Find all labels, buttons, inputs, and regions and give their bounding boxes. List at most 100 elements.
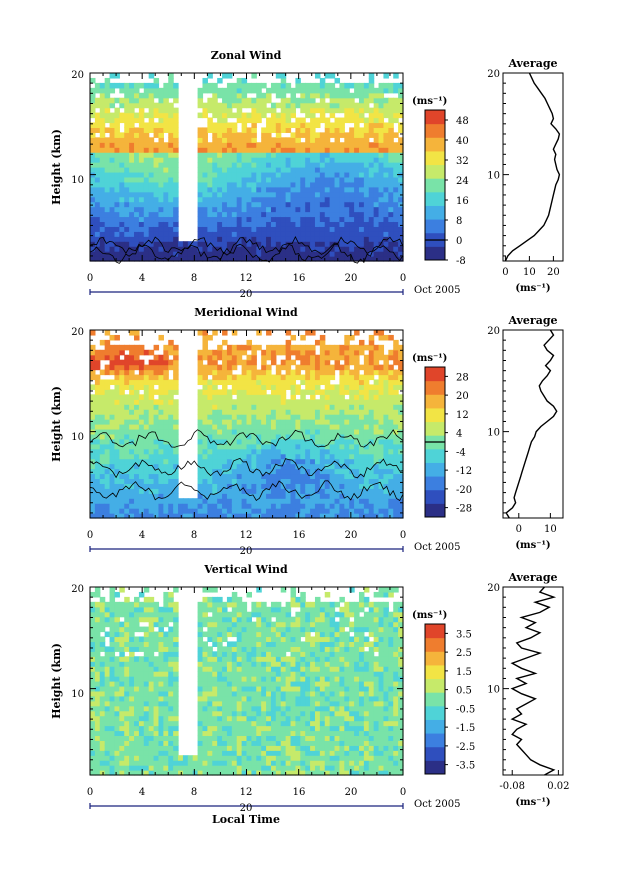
meridional-heat-cell — [99, 379, 106, 386]
zonal-heat-cell — [329, 97, 336, 104]
zonal-heat-cell — [173, 201, 179, 208]
meridional-heat-cell — [314, 359, 321, 366]
zonal-heat-cell — [300, 97, 306, 104]
meridional-heat-cell — [256, 443, 262, 450]
zonal-heat-cell — [388, 251, 394, 257]
meridional-heat-cell — [310, 463, 316, 470]
zonal-heat-cell — [207, 176, 213, 183]
vertical-heat-cell — [148, 700, 155, 707]
zonal-heat-cell — [285, 82, 292, 89]
zonal-heat-cell — [236, 196, 243, 203]
meridional-heat-cell — [358, 419, 365, 425]
vertical-heat-cell — [94, 735, 101, 741]
meridional-heat-cell — [368, 473, 375, 480]
meridional-heat-cell — [383, 369, 389, 376]
vertical-heat-cell — [124, 676, 130, 682]
zonal-heat-cell — [393, 191, 399, 198]
meridional-heat-cell — [202, 483, 208, 489]
meridional-heat-cell — [134, 389, 140, 395]
zonal-heat-cell — [295, 211, 301, 218]
zonal-heat-cell — [319, 231, 326, 237]
vertical-heat-cell — [104, 611, 111, 618]
meridional-heat-cell — [134, 330, 140, 336]
zonal-heat-cell — [285, 251, 292, 257]
vertical-heat-cell — [94, 631, 101, 638]
zonal-heat-cell — [383, 162, 389, 168]
meridional-heat-cell — [143, 404, 150, 410]
zonal-heat-cell — [90, 147, 96, 153]
meridional-heat-cell — [354, 433, 360, 440]
vertical-heat-cell — [99, 656, 106, 662]
meridional-heat-cell — [246, 473, 252, 480]
vertical-heat-cell — [104, 755, 111, 761]
zonal-heat-cell — [212, 256, 218, 262]
zonal-heat-cell — [202, 87, 208, 94]
meridional-heat-cell — [207, 349, 213, 356]
meridional-heat-cell — [358, 414, 365, 420]
zonal-heat-cell — [393, 236, 399, 242]
zonal-heat-cell — [90, 221, 96, 227]
vertical-heat-cell — [158, 770, 164, 776]
meridional-heat-cell — [197, 473, 204, 480]
meridional-heat-cell — [314, 399, 321, 405]
zonal-heat-cell — [398, 82, 404, 89]
meridional-heat-cell — [236, 414, 243, 420]
meridional-heat-cell — [104, 424, 111, 430]
meridional-heat-cell — [358, 384, 365, 390]
meridional-heat-cell — [138, 468, 145, 475]
zonal-heat-cell — [314, 231, 321, 237]
meridional-heat-cell — [280, 414, 287, 420]
meridional-heat-cell — [319, 344, 326, 351]
meridional-heat-cell — [295, 488, 301, 494]
zonal-heat-cell — [138, 122, 145, 129]
meridional-heat-cell — [319, 488, 326, 494]
meridional-heat-cell — [251, 409, 257, 415]
meridional-heat-cell — [388, 513, 394, 519]
vertical-heat-cell — [99, 720, 106, 727]
zonal-heat-cell — [393, 176, 399, 183]
meridional-heat-cell — [143, 468, 150, 475]
vertical-heat-cell — [90, 601, 96, 608]
zonal-heat-cell — [334, 97, 341, 104]
meridional-heat-cell — [398, 364, 404, 371]
meridional-heat-cell — [285, 493, 292, 499]
zonal-heat-cell — [124, 216, 130, 223]
zonal-heat-cell — [344, 97, 350, 104]
zonal-heat-cell — [324, 226, 331, 232]
zonal-heat-cell — [236, 112, 243, 119]
meridional-heat-cell — [212, 498, 218, 504]
zonal-heat-cell — [300, 246, 306, 252]
meridional-heat-cell — [275, 488, 282, 494]
zonal-heat-cell — [202, 256, 208, 262]
meridional-heat-cell — [290, 334, 297, 341]
meridional-heat-cell — [94, 443, 101, 450]
meridional-heat-cell — [109, 354, 116, 361]
meridional-heat-cell — [349, 438, 355, 445]
zonal-heat-cell — [109, 87, 116, 94]
zonal-date-marker: 20 — [240, 289, 253, 300]
zonal-heat-cell — [104, 221, 111, 227]
zonal-heat-cell — [383, 206, 389, 213]
meridional-heat-cell — [104, 473, 111, 480]
zonal-heat-cell — [148, 226, 155, 232]
zonal-heat-cell — [368, 122, 375, 129]
meridional-heat-cell — [280, 419, 287, 425]
zonal-colorbar-swatch — [425, 110, 445, 125]
vertical-heat-cell — [148, 710, 155, 717]
meridional-heat-cell — [212, 374, 218, 381]
zonal-heat-cell — [393, 181, 399, 188]
meridional-heat-cell — [236, 483, 243, 489]
vertical-heat-cell — [114, 606, 120, 613]
zonal-heat-cell — [378, 162, 385, 168]
meridional-heat-cell — [280, 463, 287, 470]
zonal-heat-cell — [275, 171, 282, 178]
meridional-heat-cell — [358, 424, 365, 430]
meridional-heat-cell — [285, 473, 292, 480]
meridional-heat-cell — [90, 513, 96, 519]
meridional-heat-cell — [129, 488, 135, 494]
zonal-heat-cell — [378, 181, 385, 188]
zonal-heat-cell — [217, 176, 223, 183]
zonal-heat-cell — [295, 167, 301, 173]
meridional-heat-cell — [305, 354, 311, 361]
